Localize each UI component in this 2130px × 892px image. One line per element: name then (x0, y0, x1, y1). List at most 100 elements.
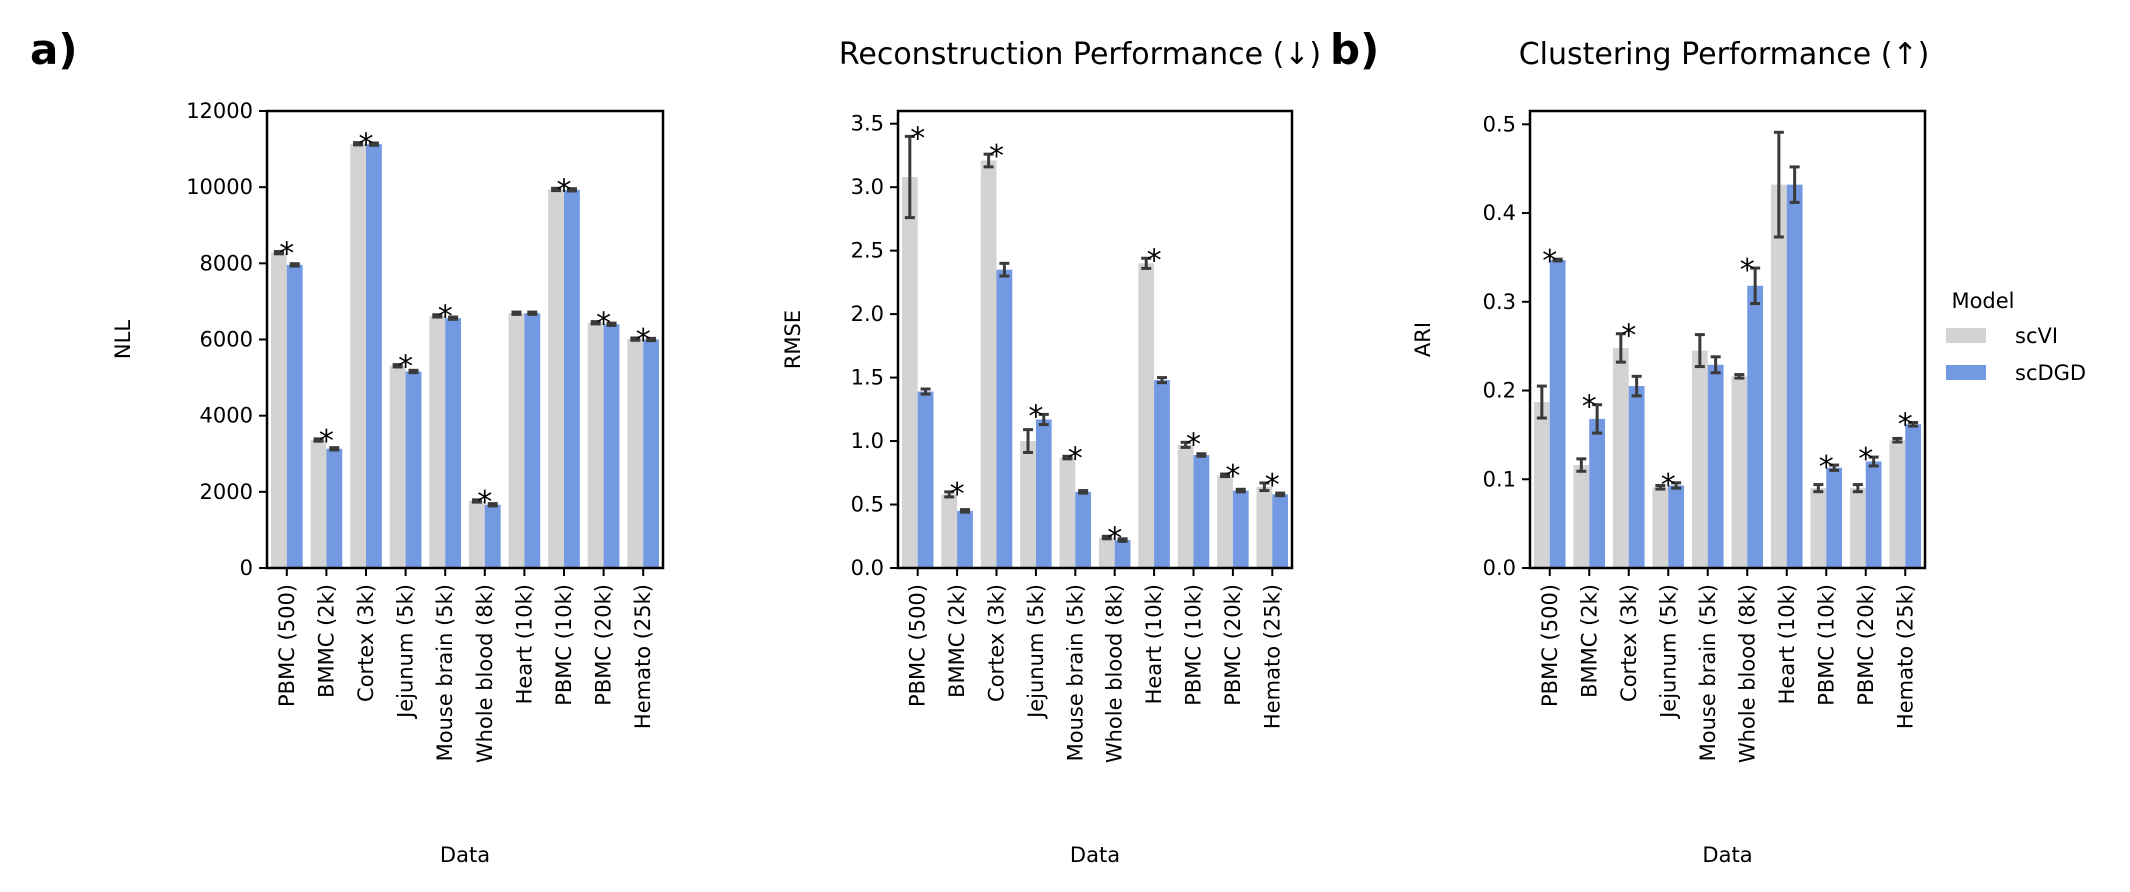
rmse-chart: 0.0 0.5 1.0 1.5 2.0 2.5 3.0 3.5 * PBMC (500) * BMMC… (781, 109, 1294, 867)
rmse-bar-scvi (901, 177, 918, 568)
rmse-xtick-label: Mouse brain (5k) (1063, 584, 1087, 761)
rmse-xtick-label: Heart (10k) (1142, 584, 1166, 704)
rmse-xtick-label: PBMC (500) (906, 584, 930, 707)
rmse-xtick-label: PBMC (10k) (1182, 584, 1206, 706)
rmse-significance-star: * (1028, 399, 1043, 434)
nll-ytick-label: 12000 (186, 99, 253, 123)
ari-ytick-label: 0.5 (1483, 112, 1516, 136)
rmse-ytick-label: 1.5 (851, 366, 884, 390)
ari-bar-scvi (1652, 487, 1669, 568)
nll-bar-scdgd (643, 339, 660, 568)
ari-ytick-label: 0.2 (1483, 379, 1516, 403)
ari-xtick-label: Mouse brain (5k) (1696, 584, 1720, 761)
rmse-x-axis-label: Data (1070, 843, 1120, 867)
nll-x-axis-label: Data (440, 843, 490, 867)
nll-ytick-label: 6000 (200, 328, 253, 352)
ari-xtick-label: Whole blood (8k) (1735, 584, 1759, 763)
ari-significance-star: * (1898, 407, 1913, 442)
rmse-bar-scdgd (996, 269, 1013, 568)
ari-xtick-label: Heart (10k) (1775, 584, 1799, 704)
ari-significance-star: * (1819, 450, 1834, 485)
nll-bar-scdgd (564, 189, 580, 568)
ari-significance-star: * (1542, 244, 1557, 279)
nll-significance-star: * (636, 323, 651, 358)
ari-bar-scvi (1612, 347, 1629, 568)
ari-bar-scdgd (1668, 485, 1685, 568)
nll-xtick-label: Cortex (3k) (354, 584, 378, 702)
rmse-ytick-label: 3.5 (851, 112, 884, 136)
nll-significance-star: * (398, 350, 413, 385)
nll-bar-scvi (270, 252, 287, 569)
legend-label-scvi: scVI (2015, 324, 2058, 348)
rmse-axes-frame (896, 109, 1294, 570)
rmse-ytick-label: 2.0 (851, 302, 884, 326)
ari-bar-scdgd (1747, 285, 1764, 568)
nll-axes-frame (265, 109, 665, 570)
ari-xtick-label: Cortex (3k) (1617, 584, 1641, 702)
nll-significance-star: * (477, 485, 492, 520)
ari-xtick-label: PBMC (10k) (1814, 584, 1838, 706)
rmse-xtick-label: Hemato (25k) (1260, 584, 1284, 729)
nll-bar-scvi (548, 189, 564, 568)
nll-significance-star: * (279, 237, 294, 272)
ari-ytick-label: 0.3 (1483, 290, 1516, 314)
nll-ytick-label: 4000 (200, 404, 253, 428)
nll-xtick-label: PBMC (500) (275, 584, 299, 707)
nll-bar-scvi (350, 143, 366, 569)
ari-bar-scvi (1573, 465, 1590, 568)
ari-ytick-label: 0.1 (1483, 467, 1516, 491)
rmse-bar-scdgd (1232, 490, 1249, 568)
rmse-bar-scdgd (917, 391, 934, 568)
nll-significance-star: * (319, 424, 334, 459)
rmse-xtick-label: Whole blood (8k) (1103, 584, 1127, 763)
nll-bar-scdgd (484, 504, 501, 568)
ari-ytick-label: 0.0 (1483, 556, 1516, 580)
nll-y-axis-label: NLL (111, 320, 135, 359)
nll-bar-scdgd (524, 313, 541, 568)
nll-xtick-label: PBMC (10k) (552, 584, 576, 706)
nll-bar-scdgd (405, 371, 422, 568)
rmse-bar-scvi (1217, 475, 1233, 568)
legend-swatch-scdgd (1946, 365, 1986, 380)
rmse-bar-scvi (1098, 537, 1115, 568)
reconstruction-title: Reconstruction Performance (↓) (839, 37, 1321, 72)
nll-bar-scdgd (445, 318, 462, 568)
rmse-bar-scvi (1138, 263, 1155, 568)
rmse-ytick-label: 3.0 (851, 175, 884, 199)
rmse-xtick-label: Jejunum (5k) (1024, 584, 1048, 720)
rmse-significance-star: * (910, 121, 925, 156)
nll-bar-scvi (389, 365, 406, 568)
ari-chart: 0.0 0.1 0.2 0.3 0.4 0.5 * PBMC (500) * BMMC (2k) *… (1411, 109, 1927, 867)
nll-xtick-label: Whole blood (8k) (473, 584, 497, 763)
rmse-bar-scdgd (1075, 491, 1092, 568)
legend: Model scVI scDGD (1946, 289, 2086, 385)
rmse-ytick-label: 1.0 (851, 429, 884, 453)
nll-significance-star: * (557, 173, 572, 208)
ari-significance-star: * (1740, 253, 1755, 288)
nll-bar-scdgd (603, 324, 620, 568)
nll-bar-scvi (310, 440, 327, 568)
nll-xtick-label: Jejunum (5k) (394, 584, 418, 720)
panel-b-label: b) (1330, 25, 1379, 74)
rmse-bar-scvi (941, 494, 958, 568)
ari-bar-scvi (1691, 350, 1708, 568)
ari-bar-scdgd (1589, 418, 1606, 568)
nll-bar-scvi (429, 315, 446, 568)
ari-axes-frame (1528, 109, 1927, 570)
ari-xtick-label: PBMC (500) (1538, 584, 1562, 707)
legend-title: Model (1951, 289, 2014, 313)
rmse-significance-star: * (1265, 468, 1280, 503)
nll-ytick-label: 2000 (200, 480, 253, 504)
ari-bar-scdgd (1786, 184, 1803, 569)
nll-ytick-label: 0 (240, 556, 253, 580)
nll-bar-scdgd (286, 264, 303, 568)
nll-significance-star: * (359, 128, 374, 163)
rmse-bar-scvi (1020, 441, 1036, 568)
rmse-bar-scvi (980, 160, 997, 568)
rmse-xtick-label: PBMC (20k) (1221, 584, 1245, 706)
nll-bar-scvi (508, 313, 525, 568)
rmse-ytick-label: 2.5 (851, 239, 884, 263)
ari-significance-star: * (1621, 319, 1636, 354)
nll-xtick-label: PBMC (20k) (592, 584, 616, 706)
